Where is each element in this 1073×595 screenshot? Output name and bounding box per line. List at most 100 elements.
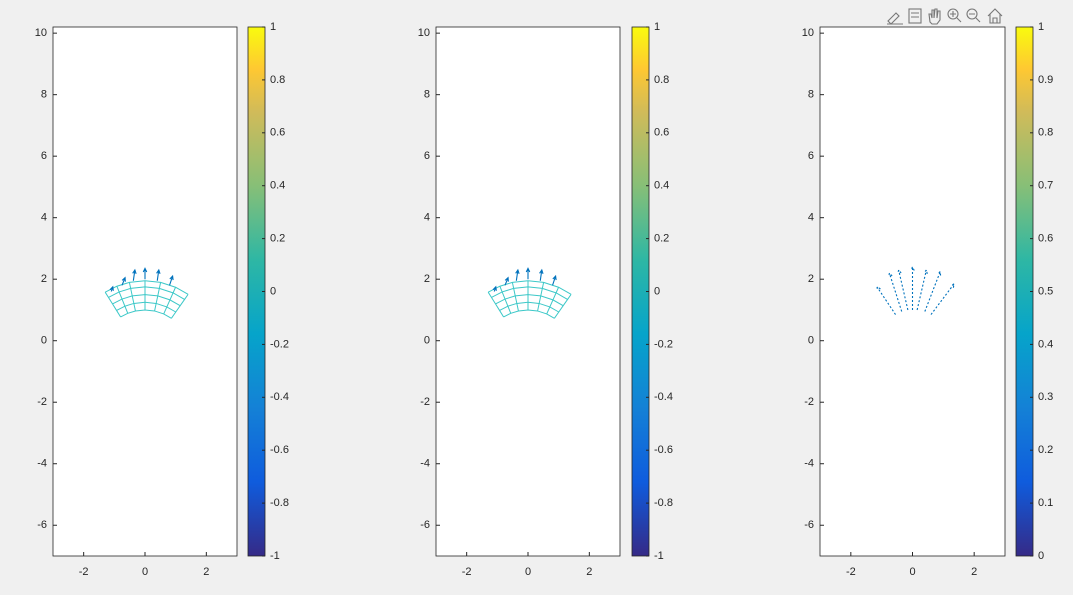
y-tick-label: 10 bbox=[802, 27, 814, 39]
arrow bbox=[876, 285, 896, 315]
colorbar-tick-label: -0.2 bbox=[270, 338, 289, 350]
mesh-spoke bbox=[546, 287, 560, 315]
arrow bbox=[121, 276, 126, 286]
y-tick-label: 4 bbox=[41, 212, 47, 224]
y-tick-label: -6 bbox=[420, 519, 430, 531]
y-tick-label: 8 bbox=[424, 89, 430, 101]
arrow bbox=[930, 282, 955, 315]
x-tick-label: 0 bbox=[525, 566, 531, 578]
y-tick-label: 2 bbox=[41, 273, 47, 285]
colorbar-tick-label: 0.5 bbox=[1038, 285, 1053, 297]
arrow bbox=[504, 276, 509, 286]
mesh-spoke bbox=[537, 282, 545, 312]
y-tick-label: 0 bbox=[41, 335, 47, 347]
x-tick-label: 2 bbox=[586, 566, 592, 578]
subplot: -2 0 2 -6 -4 -2 0 2 4 6 8 10 0 0.1 0.2 0.3 0.4 0.5 0.6 0.7 0… bbox=[802, 21, 1054, 578]
mesh-spoke bbox=[511, 282, 519, 312]
y-tick-label: -4 bbox=[420, 458, 430, 470]
y-tick-label: 4 bbox=[808, 212, 814, 224]
colorbar-tick-label: 0.7 bbox=[1038, 180, 1053, 192]
toolbar bbox=[887, 8, 1003, 25]
arrow bbox=[897, 268, 909, 311]
y-tick-label: -6 bbox=[37, 519, 47, 531]
zoom-out-button[interactable] bbox=[966, 8, 981, 23]
mesh-spoke bbox=[116, 286, 129, 314]
colorbar-tick-label: 0.8 bbox=[654, 74, 669, 86]
zoom-in-button[interactable] bbox=[947, 8, 962, 23]
y-tick-label: 10 bbox=[35, 27, 47, 39]
colorbar-tick-label: 0 bbox=[270, 285, 276, 297]
subplot: -2 0 2 -6 -4 -2 0 2 4 6 8 10 -1 -0.8 -0.6 -0.4 -0.2 0 0.2 0… bbox=[35, 21, 289, 578]
y-tick-label: 4 bbox=[424, 212, 430, 224]
y-tick-label: 8 bbox=[41, 89, 47, 101]
x-tick-label: -2 bbox=[846, 566, 856, 578]
colorbar-tick-label: 0.2 bbox=[654, 233, 669, 245]
arrow bbox=[132, 268, 137, 281]
colorbar-tick-label: 0.4 bbox=[654, 180, 669, 192]
mesh-arc bbox=[487, 280, 572, 295]
mesh-spoke bbox=[128, 282, 136, 312]
y-tick-label: 8 bbox=[808, 89, 814, 101]
colorbar-tick-label: 0.6 bbox=[1038, 233, 1053, 245]
colorbar-tick-label: 0.2 bbox=[1038, 444, 1053, 456]
y-tick-label: -6 bbox=[804, 519, 814, 531]
y-tick-label: 6 bbox=[41, 150, 47, 162]
arrow bbox=[109, 285, 114, 292]
colorbar-tick-label: -1 bbox=[270, 550, 280, 562]
arrow bbox=[515, 268, 520, 281]
arrow bbox=[552, 274, 557, 286]
arrow bbox=[539, 268, 544, 281]
colorbar-tick-label: 0.8 bbox=[270, 74, 285, 86]
colorbar-tick-label: -0.6 bbox=[270, 444, 289, 456]
colorbar-tick-label: 1 bbox=[1038, 21, 1044, 33]
y-tick-label: -2 bbox=[37, 396, 47, 408]
y-tick-label: 6 bbox=[424, 150, 430, 162]
colorbar-tick-label: 0.8 bbox=[1038, 127, 1053, 139]
mesh-spoke bbox=[170, 294, 189, 319]
arrow bbox=[156, 268, 161, 281]
colorbar-tick-label: 0.9 bbox=[1038, 74, 1053, 86]
pan-button[interactable] bbox=[928, 8, 941, 25]
y-tick-label: -2 bbox=[420, 396, 430, 408]
colorbar-tick-label: 1 bbox=[270, 21, 276, 33]
colorbar-tick-label: 0.6 bbox=[270, 127, 285, 139]
arrow bbox=[916, 268, 928, 311]
colorbar-tick-label: -0.4 bbox=[270, 391, 289, 403]
mesh-spoke bbox=[104, 291, 122, 318]
x-tick-label: 2 bbox=[203, 566, 209, 578]
x-tick-label: 0 bbox=[909, 566, 915, 578]
colorbar-tick-label: 0 bbox=[654, 285, 660, 297]
datatip-button[interactable] bbox=[908, 8, 922, 24]
subplot: -2 0 2 -6 -4 -2 0 2 4 6 8 10 -1 -0.8 -0.6 -0.4 -0.2 0 0.2 0… bbox=[418, 21, 673, 578]
arrow bbox=[888, 271, 903, 312]
y-tick-label: -4 bbox=[804, 458, 814, 470]
colorbar-tick-label: -0.4 bbox=[654, 391, 673, 403]
arrow bbox=[492, 285, 497, 292]
arrow bbox=[910, 265, 915, 310]
colorbar-tick-label: -1 bbox=[654, 550, 664, 562]
mesh-spoke bbox=[487, 291, 505, 318]
colorbar-tick-label: 0.1 bbox=[1038, 497, 1053, 509]
home-button[interactable] bbox=[987, 8, 1003, 24]
colorbar-tick-label: 0.6 bbox=[654, 127, 669, 139]
arrow bbox=[525, 267, 531, 280]
colorbar-tick-label: 0.4 bbox=[1038, 338, 1053, 350]
plot-area bbox=[819, 26, 1006, 557]
mesh-spoke bbox=[553, 294, 572, 319]
arrow bbox=[169, 274, 174, 286]
x-tick-label: 0 bbox=[142, 566, 148, 578]
y-tick-label: 2 bbox=[424, 273, 430, 285]
x-tick-label: -2 bbox=[79, 566, 89, 578]
mesh-spoke bbox=[163, 287, 177, 315]
y-tick-label: 0 bbox=[808, 335, 814, 347]
brush-button[interactable] bbox=[887, 12, 903, 25]
colorbar-tick-label: -0.8 bbox=[270, 497, 289, 509]
x-tick-label: 2 bbox=[971, 566, 977, 578]
y-tick-label: 10 bbox=[418, 27, 430, 39]
arrow bbox=[924, 270, 942, 312]
colorbar-tick-label: 0 bbox=[1038, 550, 1044, 562]
colorbar-tick-label: 0.2 bbox=[270, 233, 285, 245]
arrow bbox=[142, 267, 148, 280]
y-tick-label: 6 bbox=[808, 150, 814, 162]
